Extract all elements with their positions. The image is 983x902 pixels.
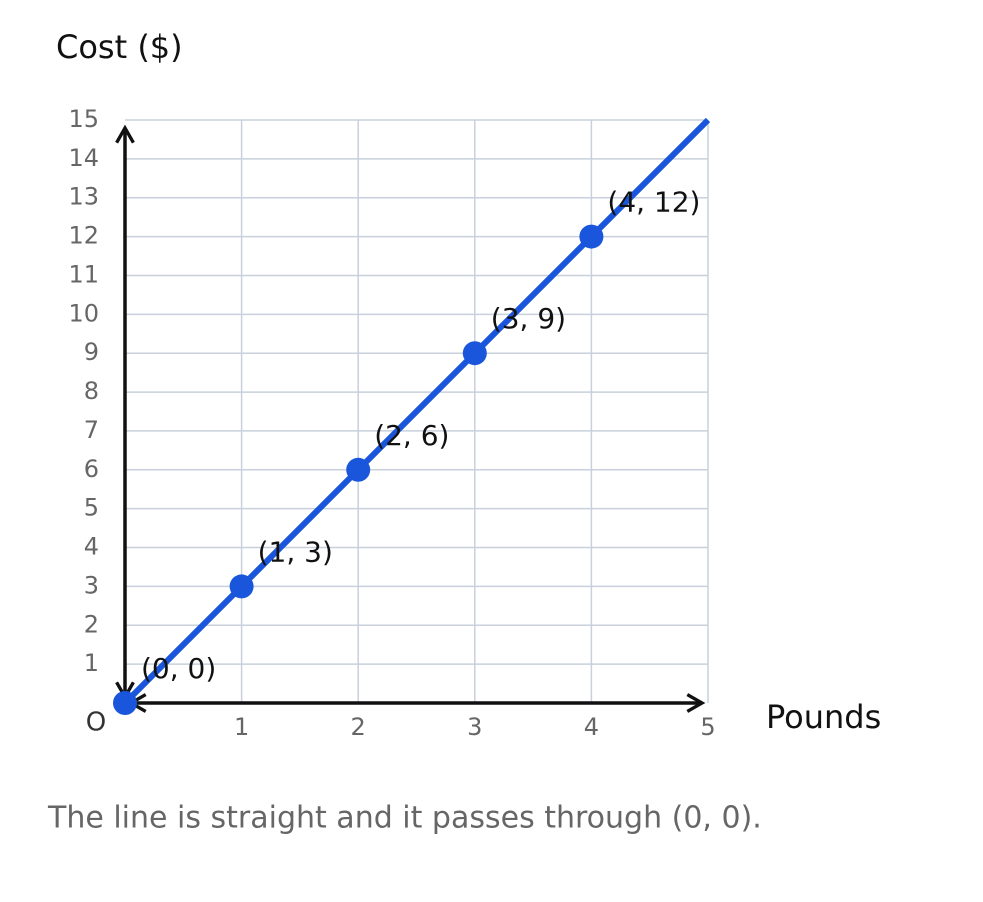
point-label: (1, 3) [258,535,333,568]
point-label: (3, 9) [491,302,566,335]
point-label: (2, 6) [374,419,449,452]
x-tick-label: 2 [351,713,366,741]
x-tick-label: 4 [584,713,599,741]
x-axis-label: Pounds [766,698,881,736]
y-tick-label: 4 [84,533,99,561]
y-tick-label: 1 [84,649,99,677]
point [346,457,371,482]
y-tick-label: 11 [68,260,99,288]
y-tick-label: 9 [84,338,99,366]
x-tick-label: 5 [700,713,715,741]
y-tick-label: 8 [84,377,99,405]
x-tick-label: 3 [467,713,482,741]
line [122,117,711,706]
y-tick-label: 15 [68,105,99,133]
x-tick-label: 1 [234,713,249,741]
y-axis-label: Cost ($) [56,28,183,66]
y-tick-label: 6 [84,455,99,483]
y-tick-label: 10 [68,299,99,327]
y-tick-label: 14 [68,144,99,172]
y-tick-label: 12 [68,222,99,250]
y-tick-label: 13 [68,183,99,211]
y-tick-label: 7 [84,416,99,444]
y-tick-label: 2 [84,610,99,638]
point-label: (0, 0) [141,652,216,685]
point [462,341,487,366]
origin-label: O [86,708,106,738]
point [229,574,254,599]
y-tick-label: 3 [84,571,99,599]
point-label: (4, 12) [607,186,700,219]
point [113,691,137,715]
point [579,224,604,249]
y-tick-label: 5 [84,494,99,522]
note: The line is straight and it passes throu… [47,801,762,836]
